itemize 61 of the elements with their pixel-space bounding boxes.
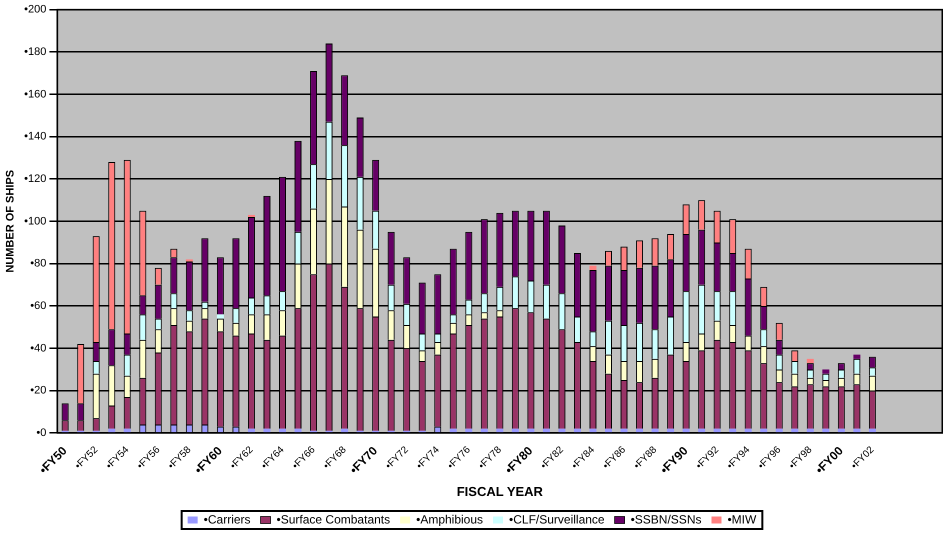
bar <box>589 266 596 270</box>
bar <box>216 314 224 319</box>
bar <box>652 428 659 432</box>
bar <box>838 428 845 432</box>
bar <box>682 428 690 432</box>
bar <box>791 428 798 432</box>
y-tick-label: •60 <box>30 300 46 312</box>
bar <box>729 428 736 432</box>
bar <box>714 428 721 432</box>
bar <box>124 428 131 432</box>
bar <box>465 428 472 432</box>
y-tick-label: •0 <box>36 426 46 439</box>
bar <box>744 428 752 432</box>
bar <box>868 428 876 432</box>
bar <box>589 428 596 432</box>
bar <box>853 428 860 432</box>
bar <box>776 428 783 432</box>
legend-label: •MIW <box>727 512 758 526</box>
y-tick-label: •100 <box>24 215 46 228</box>
bar <box>527 428 534 432</box>
bar <box>496 428 504 432</box>
bar <box>636 428 644 432</box>
y-tick-label: •160 <box>24 88 46 100</box>
bar <box>853 354 860 359</box>
legend-label: •CLF/Surveillance <box>509 512 605 526</box>
y-axis-title: NUMBER OF SHIPS <box>4 170 17 273</box>
bar <box>698 428 706 432</box>
bar <box>512 428 519 432</box>
bar <box>248 214 255 218</box>
bar <box>806 428 814 432</box>
legend-label: •Surface Combatants <box>276 512 390 526</box>
bar <box>822 369 830 374</box>
y-tick-label: •140 <box>24 130 46 143</box>
bar <box>620 428 628 432</box>
y-tick-label: •200 <box>24 4 46 16</box>
bar <box>806 358 814 364</box>
y-tick-label: •40 <box>30 342 46 354</box>
bar <box>186 259 193 262</box>
bar <box>263 428 270 432</box>
bar <box>605 428 612 432</box>
bar <box>822 428 830 432</box>
legend-label: •Carriers <box>204 512 251 526</box>
bar <box>542 428 550 432</box>
bar <box>294 428 302 432</box>
bar <box>248 428 255 432</box>
y-tick-label: •180 <box>24 46 46 58</box>
x-axis-title: FISCAL YEAR <box>456 484 544 499</box>
bar <box>279 428 286 432</box>
bar <box>450 428 457 432</box>
legend-label: •SSBN/SSNs <box>630 512 702 526</box>
bar <box>667 428 674 432</box>
legend-label: •Amphibious <box>416 512 484 526</box>
bar <box>574 428 581 432</box>
bar <box>480 428 488 432</box>
y-tick-label: •120 <box>24 172 46 185</box>
bar <box>341 428 348 432</box>
bar <box>108 428 116 432</box>
y-tick-label: •20 <box>30 384 46 397</box>
y-tick-label: •80 <box>30 258 46 270</box>
bar <box>760 428 768 432</box>
bar <box>558 428 566 432</box>
